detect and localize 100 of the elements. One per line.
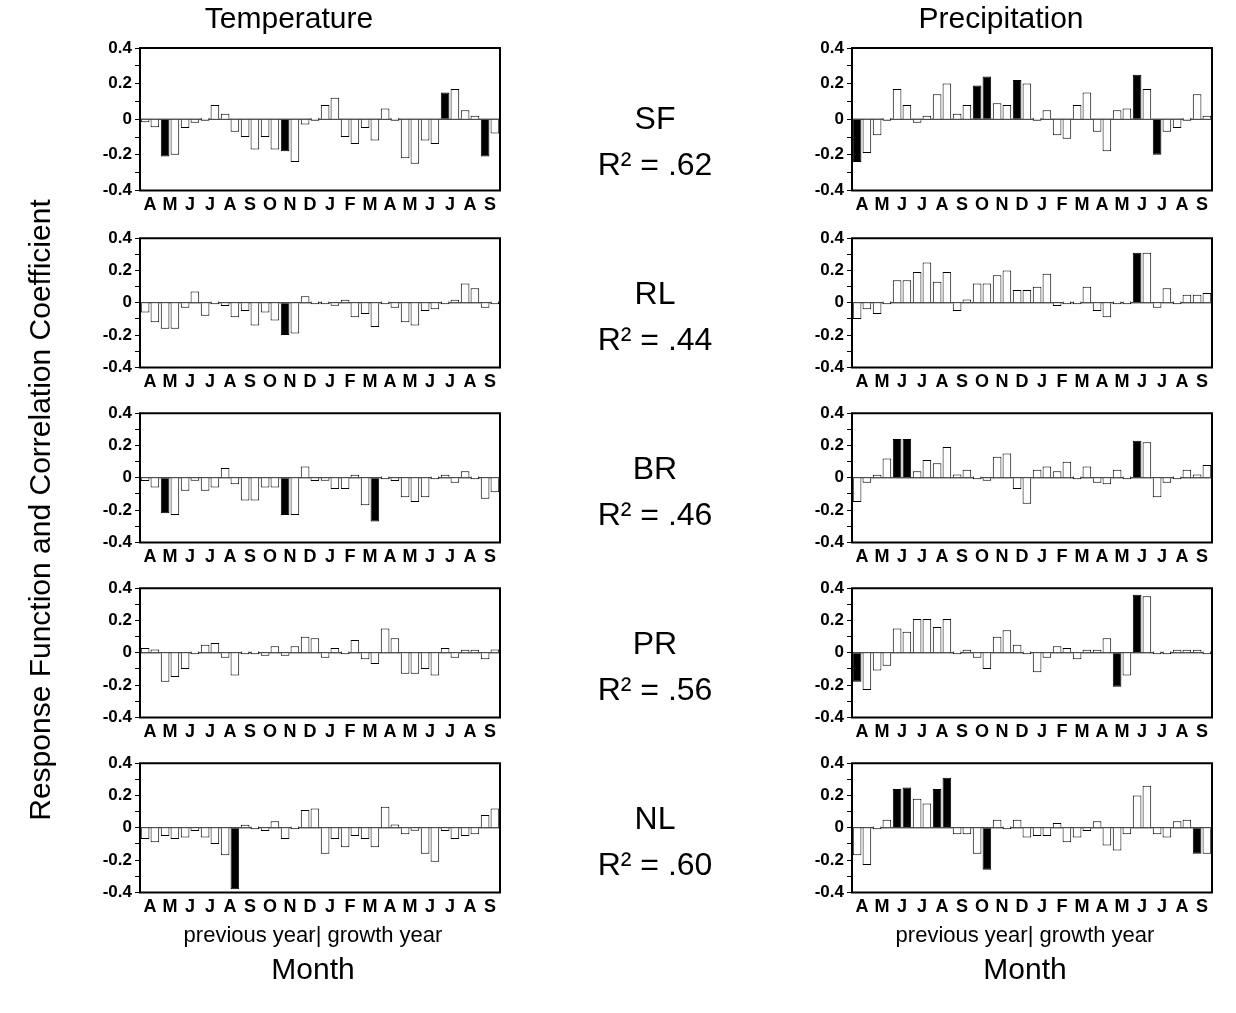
x-tick-label: S <box>483 896 497 917</box>
y-tick-label: 0.4 <box>108 752 133 772</box>
text: RL <box>633 274 677 313</box>
x-axis-title: Month <box>982 952 1068 986</box>
x-tick-label: J <box>896 371 908 392</box>
x-tick-label: J <box>184 721 196 742</box>
x-tick-label: O <box>262 371 278 392</box>
x-tick-label: M <box>402 546 418 567</box>
x-tick-label: A <box>463 721 477 742</box>
x-tick-label: O <box>974 194 990 215</box>
x-tick-label: M <box>1114 371 1130 392</box>
x-tick-label: S <box>483 546 497 567</box>
y-tick-label: 0 <box>834 108 844 128</box>
x-tick-label: J <box>1036 194 1048 215</box>
text: SF <box>633 99 677 138</box>
y-tick-label: 0.2 <box>820 435 844 455</box>
x-tick-label: J <box>184 896 196 917</box>
x-tick-label: J <box>1036 721 1048 742</box>
y-tick-label: 0.4 <box>820 227 845 247</box>
x-tick-label: J <box>1156 721 1168 742</box>
x-tick-label: M <box>402 721 418 742</box>
x-tick-label: J <box>1136 194 1148 215</box>
x-tick-label: M <box>402 371 418 392</box>
y-tick-label: 0 <box>834 642 844 662</box>
x-tick-label: J <box>896 896 908 917</box>
x-tick-label: J <box>1156 194 1168 215</box>
x-tick-label: N <box>283 721 297 742</box>
x-tick-label: F <box>344 194 356 215</box>
x-tick-label: N <box>995 371 1009 392</box>
x-tick-label: D <box>303 896 317 917</box>
x-tick-label: J <box>204 371 216 392</box>
x-tick-label: M <box>874 194 890 215</box>
y-tick-label: -0.4 <box>814 180 845 200</box>
x-tick-label: J <box>444 546 456 567</box>
text: R² = .44 <box>596 320 714 359</box>
y-tick-label: 0.2 <box>108 435 132 455</box>
y-tick-label: 0.2 <box>820 260 844 280</box>
y-tick-label: 0.4 <box>108 227 133 247</box>
x-tick-label: A <box>1095 896 1109 917</box>
x-tick-label: D <box>303 194 317 215</box>
x-tick-label: J <box>916 194 928 215</box>
y-tick-label: -0.2 <box>102 849 132 869</box>
x-tick-label: M <box>874 546 890 567</box>
x-tick-label: M <box>362 194 378 215</box>
x-tick-label: A <box>223 546 237 567</box>
x-tick-label: J <box>1156 371 1168 392</box>
x-tick-label: S <box>243 721 257 742</box>
x-tick-label: N <box>995 194 1009 215</box>
y-tick-label: -0.2 <box>814 324 844 344</box>
x-tick-label: J <box>204 721 216 742</box>
x-tick-label: A <box>143 896 157 917</box>
y-tick-label: 0.2 <box>820 73 844 93</box>
x-tick-label: J <box>896 721 908 742</box>
x-tick-label: A <box>1095 371 1109 392</box>
x-tick-label: A <box>143 371 157 392</box>
x-tick-label: D <box>1015 194 1029 215</box>
x-tick-label: N <box>283 371 297 392</box>
x-tick-label: J <box>916 721 928 742</box>
x-tick-label: O <box>262 194 278 215</box>
y-tick-label: 0 <box>834 817 844 837</box>
y-tick-label: 0.4 <box>820 577 845 597</box>
x-tick-label: J <box>916 371 928 392</box>
y-tick-label: -0.4 <box>102 882 133 902</box>
x-tick-label: N <box>995 896 1009 917</box>
x-tick-label: D <box>303 371 317 392</box>
y-tick-label: -0.2 <box>102 499 132 519</box>
x-tick-label: J <box>916 896 928 917</box>
x-tick-label: A <box>223 194 237 215</box>
y-tick-label: -0.4 <box>102 357 133 377</box>
x-tick-label: A <box>1095 721 1109 742</box>
x-tick-label: A <box>935 721 949 742</box>
x-tick-label: M <box>874 721 890 742</box>
y-tick-label: 0.2 <box>108 610 132 630</box>
text: R² = .46 <box>596 495 714 534</box>
x-tick-label: S <box>955 721 969 742</box>
x-tick-label: A <box>935 896 949 917</box>
x-tick-label: F <box>1056 194 1068 215</box>
x-tick-label: M <box>402 194 418 215</box>
y-tick-label: 0 <box>834 292 844 312</box>
x-axis-title: Month <box>270 952 356 986</box>
y-tick-label: -0.2 <box>102 324 132 344</box>
x-tick-label: J <box>424 194 436 215</box>
x-tick-label: A <box>463 371 477 392</box>
x-tick-label: A <box>1175 371 1189 392</box>
y-tick-label: 0 <box>834 467 844 487</box>
x-tick-label: S <box>243 896 257 917</box>
y-tick-label: -0.2 <box>102 144 132 164</box>
y-tick-label: 0.2 <box>108 260 132 280</box>
y-tick-label: 0.4 <box>820 402 845 422</box>
x-tick-label: O <box>974 546 990 567</box>
y-tick-label: -0.4 <box>814 357 845 377</box>
x-tick-label: M <box>1074 896 1090 917</box>
text: PR <box>631 624 679 663</box>
y-tick-label: -0.4 <box>102 707 133 727</box>
x-tick-label: J <box>1136 371 1148 392</box>
x-tick-label: A <box>1175 546 1189 567</box>
x-tick-label: M <box>162 896 178 917</box>
x-tick-label: M <box>874 371 890 392</box>
x-tick-label: M <box>362 371 378 392</box>
x-tick-label: A <box>935 194 949 215</box>
